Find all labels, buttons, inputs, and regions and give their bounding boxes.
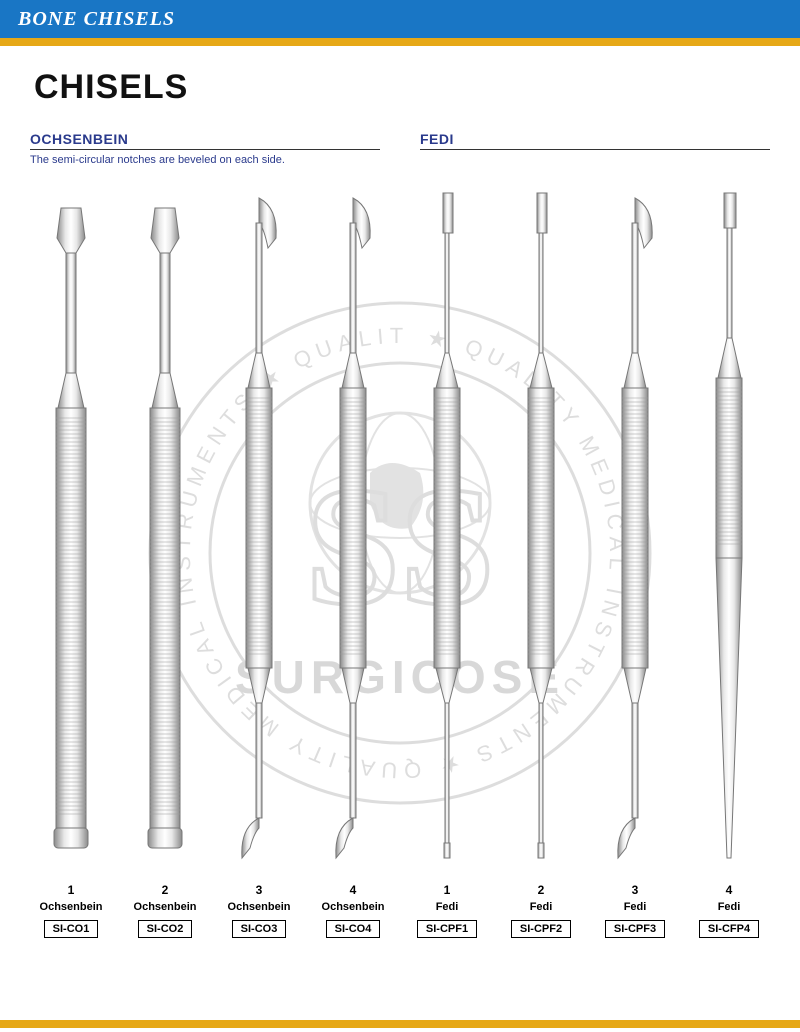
instrument-icon <box>688 178 770 868</box>
instrument-label: 3 Fedi SI-CPF3 <box>594 883 676 938</box>
label-name: Fedi <box>688 901 770 913</box>
gold-bar-bottom <box>0 1020 800 1028</box>
group-fedi: FEDI <box>420 131 770 168</box>
label-number: 2 <box>500 883 582 897</box>
instruments-area: ★ QUALITY MEDICAL INSTRUMENTS ★ QUALITY … <box>0 168 800 938</box>
instrument-label: 1 Fedi SI-CPF1 <box>406 883 488 938</box>
instrument-label: 2 Fedi SI-CPF2 <box>500 883 582 938</box>
instrument <box>30 178 112 878</box>
label-number: 4 <box>688 883 770 897</box>
label-name: Ochsenbein <box>218 901 300 913</box>
label-number: 1 <box>30 883 112 897</box>
label-number: 3 <box>594 883 676 897</box>
group-description <box>420 154 770 168</box>
group-header: FEDI <box>420 131 770 150</box>
label-code: SI-CPF3 <box>605 920 665 938</box>
label-number: 2 <box>124 883 206 897</box>
instrument-icon <box>218 178 300 868</box>
label-name: Fedi <box>594 901 676 913</box>
groups-row: OCHSENBEIN The semi-circular notches are… <box>0 107 800 168</box>
label-name: Ochsenbein <box>312 901 394 913</box>
label-code: SI-CO4 <box>326 920 381 938</box>
label-code: SI-CO3 <box>232 920 287 938</box>
header-title: BONE CHISELS <box>18 8 175 30</box>
label-number: 3 <box>218 883 300 897</box>
label-code: SI-CFP4 <box>699 920 759 938</box>
instrument-label: 2 Ochsenbein SI-CO2 <box>124 883 206 938</box>
instrument-icon <box>406 178 488 868</box>
group-ochsenbein: OCHSENBEIN The semi-circular notches are… <box>30 131 380 168</box>
instrument <box>406 178 488 878</box>
instrument-label: 1 Ochsenbein SI-CO1 <box>30 883 112 938</box>
label-code: SI-CPF1 <box>417 920 477 938</box>
instruments-row <box>0 178 800 878</box>
instrument-icon <box>312 178 394 868</box>
label-name: Fedi <box>500 901 582 913</box>
instrument-icon <box>30 178 112 868</box>
labels-row: 1 Ochsenbein SI-CO1 2 Ochsenbein SI-CO2 … <box>0 883 800 938</box>
label-code: SI-CPF2 <box>511 920 571 938</box>
instrument <box>688 178 770 878</box>
instrument-icon <box>500 178 582 868</box>
instrument <box>500 178 582 878</box>
label-name: Fedi <box>406 901 488 913</box>
label-number: 4 <box>312 883 394 897</box>
group-title: OCHSENBEIN <box>30 131 380 147</box>
instrument-label: 4 Fedi SI-CFP4 <box>688 883 770 938</box>
instrument-icon <box>594 178 676 868</box>
group-header: OCHSENBEIN <box>30 131 380 150</box>
instrument-label: 4 Ochsenbein SI-CO4 <box>312 883 394 938</box>
instrument <box>218 178 300 878</box>
label-number: 1 <box>406 883 488 897</box>
label-code: SI-CO2 <box>138 920 193 938</box>
instrument <box>124 178 206 878</box>
group-description: The semi-circular notches are beveled on… <box>30 154 380 168</box>
page-title: CHISELS <box>0 46 800 107</box>
instrument-icon <box>124 178 206 868</box>
label-name: Ochsenbein <box>30 901 112 913</box>
gold-bar-top <box>0 38 800 46</box>
group-title: FEDI <box>420 131 770 147</box>
label-name: Ochsenbein <box>124 901 206 913</box>
header-bar: BONE CHISELS <box>0 0 800 38</box>
label-code: SI-CO1 <box>44 920 99 938</box>
instrument <box>312 178 394 878</box>
instrument <box>594 178 676 878</box>
instrument-label: 3 Ochsenbein SI-CO3 <box>218 883 300 938</box>
